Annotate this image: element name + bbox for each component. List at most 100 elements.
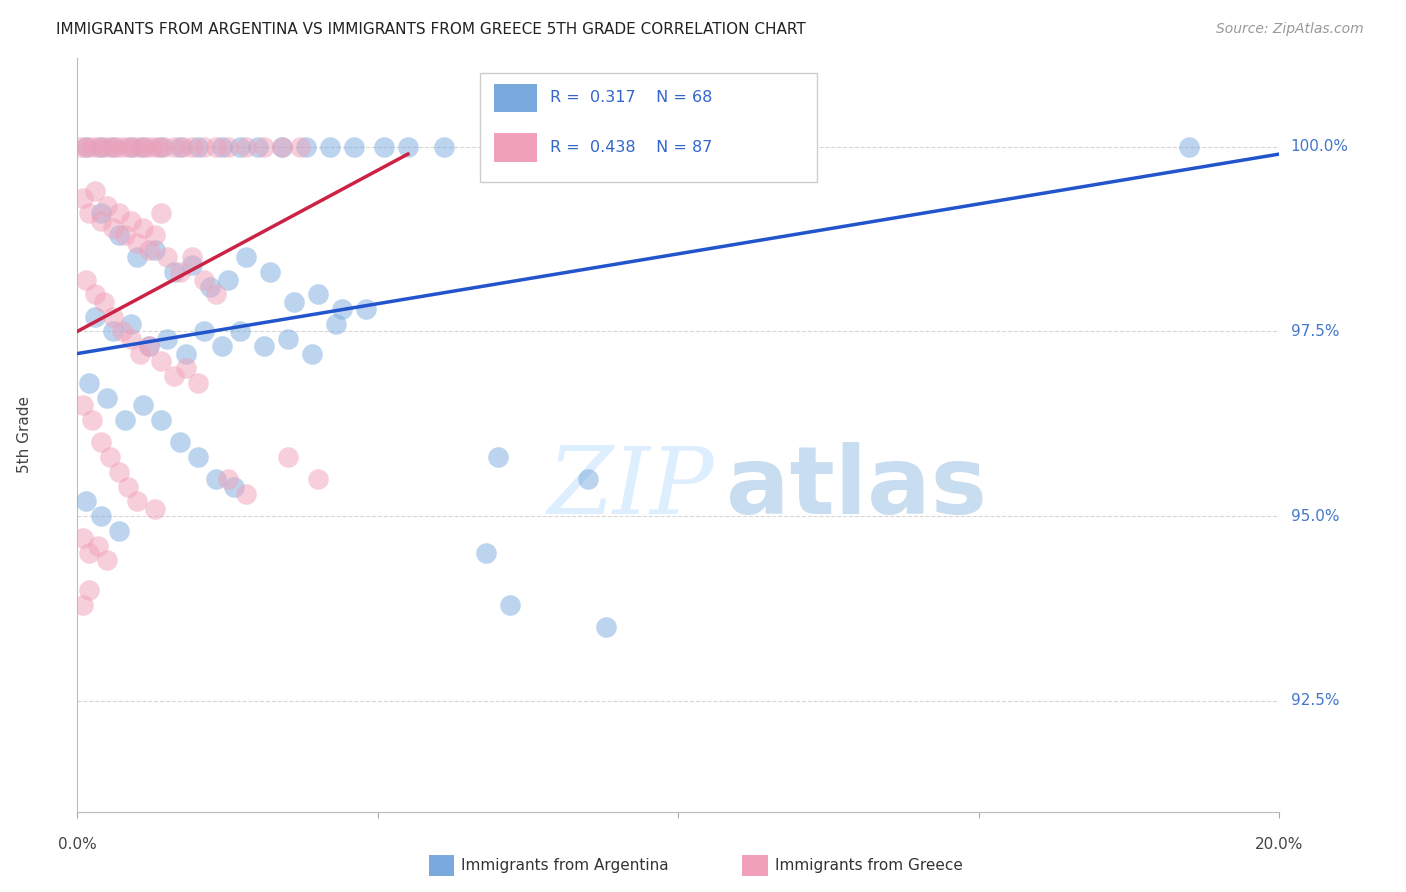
Point [72,531,94,545]
Point [150,139,173,153]
Point [111,139,134,153]
Point [117,479,139,493]
Point [169,265,191,279]
Bar [495,84,537,112]
Point [277,332,299,346]
Point [75,273,97,287]
Point [156,251,179,265]
Point [307,287,329,301]
Point [87,539,110,553]
Point [108,206,131,220]
Point [120,317,142,331]
Point [93,294,115,309]
Point [90,509,112,524]
Point [595,620,617,634]
Point [87,139,110,153]
Point [103,310,125,324]
Point [162,139,184,153]
Point [79,546,101,560]
Point [145,243,167,257]
Text: 100.0%: 100.0% [1291,139,1348,154]
Point [259,265,281,279]
Text: 95.0%: 95.0% [1291,508,1339,524]
Point [84,287,107,301]
Point [127,494,149,508]
Point [124,139,146,153]
Point [486,450,509,464]
Point [96,199,118,213]
Point [108,465,131,479]
Point [217,273,239,287]
Point [354,302,377,317]
Text: Immigrants from Argentina: Immigrants from Argentina [461,858,669,872]
Point [150,206,173,220]
Point [211,339,233,353]
Point [148,139,170,153]
Text: atlas: atlas [727,442,987,533]
Point [204,139,226,153]
Text: R =  0.438    N = 87: R = 0.438 N = 87 [550,140,713,155]
Point [576,472,599,486]
Point [82,413,104,427]
Point [72,398,94,412]
Point [235,251,257,265]
Text: R =  0.317    N = 68: R = 0.317 N = 68 [550,90,713,105]
Point [180,251,202,265]
Point [120,213,142,227]
Point [96,391,118,405]
Point [93,139,115,153]
Point [162,265,184,279]
Point [174,346,197,360]
Point [103,139,125,153]
Point [132,398,155,412]
Point [156,332,179,346]
Point [103,325,125,339]
Text: IMMIGRANTS FROM ARGENTINA VS IMMIGRANTS FROM GREECE 5TH GRADE CORRELATION CHART: IMMIGRANTS FROM ARGENTINA VS IMMIGRANTS … [56,22,806,37]
Point [82,139,104,153]
Point [84,310,107,324]
Text: ZIP: ZIP [548,442,714,533]
Text: 20.0%: 20.0% [1256,837,1303,852]
Point [180,258,202,272]
Point [72,598,94,612]
Point [132,221,155,235]
Point [373,139,395,153]
Point [138,339,160,353]
Point [283,294,305,309]
Point [120,139,142,153]
Point [90,435,112,450]
Point [217,139,239,153]
Point [141,139,163,153]
Text: Source: ZipAtlas.com: Source: ZipAtlas.com [1216,22,1364,37]
Point [222,479,245,493]
Text: 92.5%: 92.5% [1291,693,1339,708]
Point [270,139,292,153]
Point [246,139,269,153]
Point [193,273,215,287]
Point [90,206,112,220]
Point [129,346,152,360]
Point [103,221,125,235]
Point [319,139,342,153]
Point [105,139,128,153]
Point [138,243,160,257]
Point [228,325,250,339]
Point [169,435,191,450]
Point [117,139,139,153]
Text: 0.0%: 0.0% [58,837,97,852]
Text: Immigrants from Greece: Immigrants from Greece [775,858,963,872]
Text: 5th Grade: 5th Grade [17,396,32,474]
Point [169,139,191,153]
Point [343,139,366,153]
Point [307,472,329,486]
Point [150,413,173,427]
Point [108,228,131,243]
Point [1178,139,1201,153]
Point [79,206,101,220]
Point [180,139,202,153]
Point [301,346,323,360]
Text: 97.5%: 97.5% [1291,324,1339,339]
Point [69,139,91,153]
Point [186,139,209,153]
Point [228,139,250,153]
